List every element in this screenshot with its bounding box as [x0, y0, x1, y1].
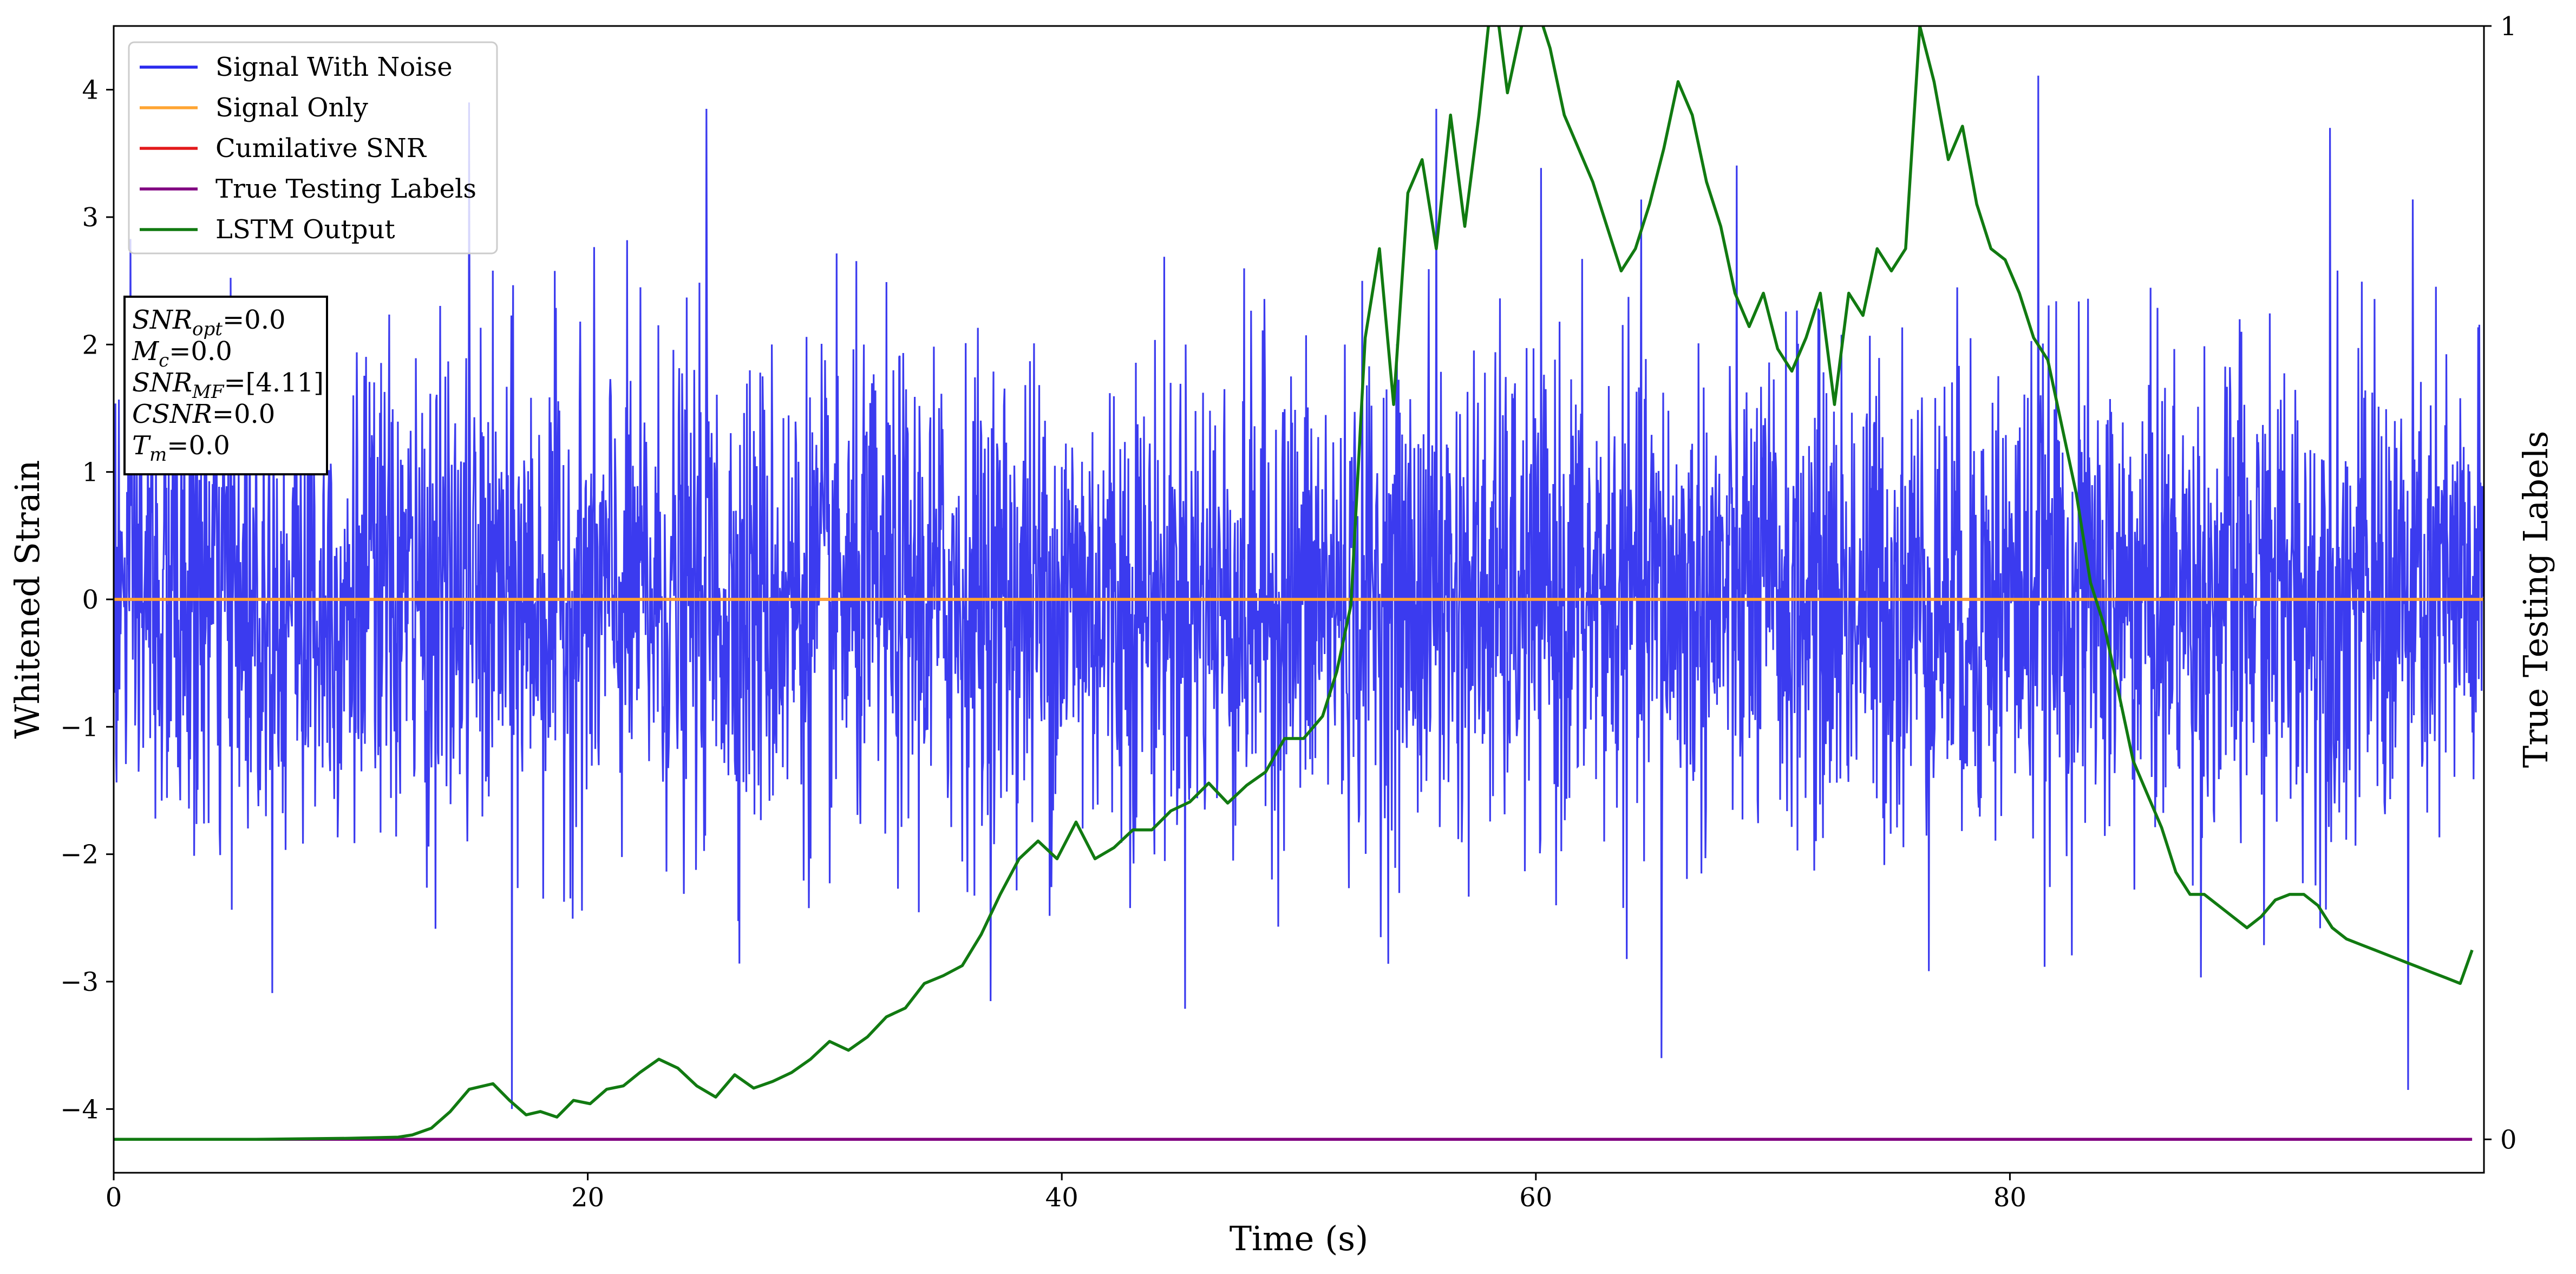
- annotation-line: SNRMF=[4.11]: [132, 368, 324, 403]
- y-tick-label: 0: [82, 585, 99, 615]
- y2-axis-title: True Testing Labels: [2516, 431, 2555, 768]
- legend-entry: Cumilative SNR: [215, 133, 427, 164]
- y2-tick-label: 0: [2500, 1125, 2517, 1155]
- legend-entry: Signal With Noise: [215, 52, 453, 82]
- annotation-line: CSNR=0.0: [132, 399, 275, 429]
- y-tick-label: 1: [82, 458, 99, 488]
- y-tick-label: −3: [60, 967, 99, 997]
- series-lstm-output: [114, 26, 2474, 1141]
- legend-entry: Signal Only: [215, 93, 368, 123]
- x-axis-title: Time (s): [1230, 1219, 1369, 1258]
- annotation-line: SNRopt=0.0: [132, 305, 286, 340]
- y-tick-label: −1: [60, 712, 99, 742]
- x-tick-label: 80: [1993, 1182, 2026, 1213]
- y-tick-label: 2: [82, 330, 99, 360]
- legend-entry: LSTM Output: [215, 214, 395, 245]
- series-signal-with-noise: [114, 75, 2484, 1109]
- x-tick-label: 20: [571, 1182, 604, 1213]
- y-tick-label: −4: [60, 1094, 99, 1125]
- legend: Signal With Noise Signal Only Cumilative S…: [128, 41, 498, 254]
- y-tick-label: −2: [60, 840, 99, 870]
- annotation-line: Mc=0.0: [132, 336, 232, 371]
- y-tick-label: 3: [82, 202, 99, 233]
- legend-entry: True Testing Labels: [215, 174, 476, 204]
- series-layer: [114, 26, 2484, 1141]
- annotation-box: [123, 296, 328, 475]
- x-tick-label: 60: [1519, 1182, 1552, 1213]
- y2-tick-label: 1: [2500, 11, 2517, 42]
- parameter-annotation: SNRopt=0.0Mc=0.0SNRMF=[4.11]CSNR=0.0Tm=0…: [123, 296, 328, 475]
- annotation-line: Tm=0.0: [132, 430, 230, 466]
- legend-box: [128, 41, 498, 254]
- x-tick-label: 40: [1045, 1182, 1078, 1213]
- y-axis-title: Whitened Strain: [8, 460, 47, 739]
- y-tick-label: 4: [82, 75, 99, 106]
- x-tick-label: 0: [106, 1182, 122, 1213]
